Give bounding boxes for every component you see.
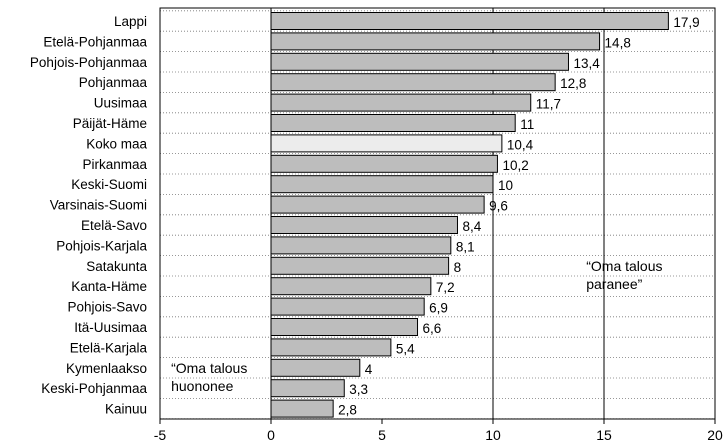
bar [270, 338, 392, 357]
x-tick-label: 0 [267, 427, 275, 443]
category-label: Etelä-Pohjanmaa [43, 34, 147, 49]
category-label: Pohjois-Pohjanmaa [30, 55, 148, 70]
value-label: 10,2 [502, 158, 528, 173]
value-label: 2,8 [338, 403, 357, 418]
value-label: 17,9 [673, 15, 699, 30]
bar [270, 154, 498, 173]
bar [270, 399, 334, 418]
bar [270, 277, 432, 296]
category-label: Etelä-Karjala [70, 340, 148, 355]
x-tick-label: 5 [378, 427, 386, 443]
bar [270, 236, 452, 255]
category-label: Koko maa [86, 136, 147, 151]
bar [270, 12, 669, 30]
bar [270, 175, 494, 194]
bars [270, 12, 669, 418]
value-label: 13,4 [573, 56, 600, 71]
value-label: 4 [365, 362, 373, 377]
category-label: Pohjanmaa [79, 75, 148, 90]
annotation-text: “Oma talous [586, 258, 662, 274]
bar [270, 216, 458, 234]
category-label: Pohjois-Savo [67, 300, 147, 315]
x-tick-label: -5 [154, 427, 167, 443]
category-label: Kainuu [105, 402, 147, 417]
x-tick-label: 15 [596, 427, 612, 443]
category-label: Keski-Suomi [71, 177, 147, 192]
category-label: Itä-Uusimaa [74, 320, 147, 335]
value-label: 10 [498, 178, 513, 193]
annotation-text: paranee” [586, 276, 642, 292]
category-label: Pohjois-Karjala [56, 238, 147, 253]
category-label: Uusimaa [94, 96, 148, 111]
value-label: 8,1 [456, 239, 475, 254]
value-label: 12,8 [560, 76, 586, 91]
category-label: Etelä-Savo [81, 218, 147, 233]
value-labels: 17,9 14,8 13,4 12,8 11,711 10,4 10,2 10 9,6 8,4 8,… [338, 15, 700, 418]
category-label: Lappi [114, 14, 147, 29]
bar [270, 195, 485, 214]
bar [270, 379, 345, 398]
value-label: 5,4 [396, 341, 415, 356]
x-axis: -5 0 5 10 15 20 [154, 7, 723, 443]
annotation-text: huononee [171, 378, 234, 394]
value-label: 6,9 [429, 301, 448, 316]
category-label: Kanta-Häme [71, 279, 147, 294]
x-tick-label: 10 [485, 427, 501, 443]
bar [270, 114, 516, 132]
bar [270, 52, 569, 71]
bar [270, 358, 361, 377]
annotations: “Oma talous paranee” “Oma talous huononee [171, 258, 662, 394]
grid-lines [160, 10, 715, 420]
x-tick-label: 20 [707, 427, 723, 443]
value-label: 6,6 [423, 321, 442, 336]
category-label: Pirkanmaa [82, 157, 147, 172]
value-label: 10,4 [507, 137, 534, 152]
value-label: 11,7 [536, 97, 561, 112]
value-label: 11 [520, 117, 534, 132]
plot-frame [159, 7, 716, 420]
bar [270, 256, 450, 275]
annotation-text: “Oma talous [171, 360, 247, 376]
category-label: Keski-Pohjanmaa [41, 381, 147, 396]
category-label: Kymenlaakso [66, 361, 147, 376]
bar [270, 32, 601, 51]
category-label: Varsinais-Suomi [50, 198, 147, 213]
bar [270, 318, 419, 336]
category-label: Satakunta [86, 259, 147, 274]
bar [270, 134, 503, 153]
value-label: 8,4 [462, 219, 481, 234]
value-label: 14,8 [605, 35, 631, 50]
bar [270, 297, 425, 316]
bar [270, 73, 556, 92]
category-label: Päijät-Häme [73, 116, 147, 131]
value-label: 9,6 [489, 199, 508, 214]
value-label: 3,3 [349, 382, 368, 397]
value-label: 7,2 [436, 280, 455, 295]
bar [270, 93, 532, 112]
category-labels: Lappi Etelä-Pohjanmaa Pohjois-Pohjanmaa Poh… [30, 14, 148, 417]
value-label: 8 [454, 260, 462, 275]
